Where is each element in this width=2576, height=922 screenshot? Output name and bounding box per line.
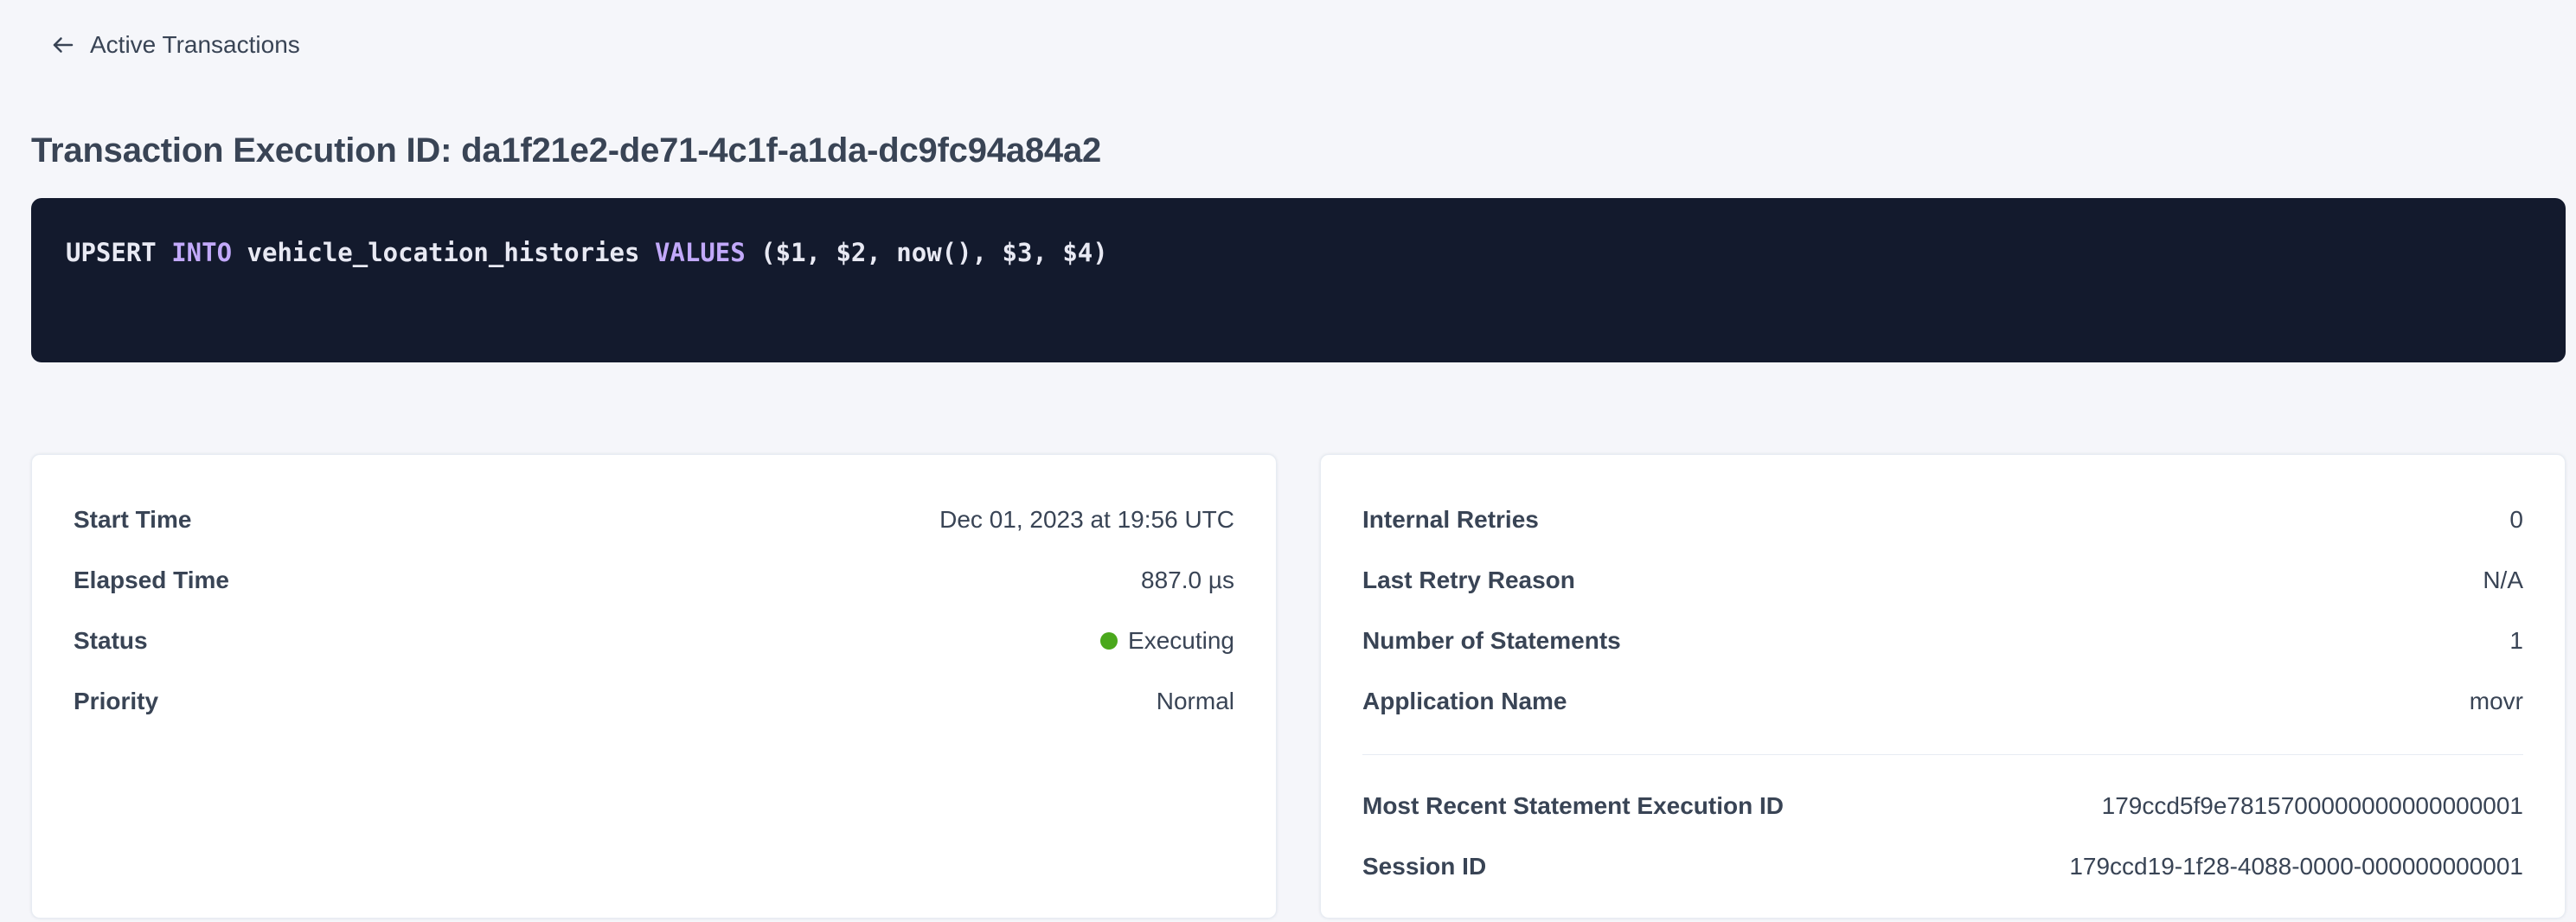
row-label: Status: [74, 626, 148, 654]
sql-token: ($1, $2, now(), $3, $4): [745, 237, 1108, 267]
row-value: 0: [2509, 505, 2523, 533]
row-label: Elapsed Time: [74, 566, 230, 593]
page-title: Transaction Execution ID: da1f21e2-de71-…: [31, 131, 1102, 170]
back-to-active-transactions-link[interactable]: Active Transactions: [50, 29, 300, 61]
statement-execution-id-link[interactable]: 179ccd5f9e7815700000000000000001: [2101, 791, 2523, 819]
summary-row-internal-retries: Internal Retries 0: [1362, 490, 2523, 550]
back-link-label: Active Transactions: [90, 31, 300, 58]
summary-row-priority: Priority Normal: [74, 671, 1234, 732]
summary-row-number-of-statements: Number of Statements 1: [1362, 611, 2523, 671]
row-value: N/A: [2483, 566, 2523, 593]
row-value: Executing: [1100, 626, 1234, 654]
summary-row-application-name: Application Name movr: [1362, 671, 2523, 732]
summary-row-elapsed-time: Elapsed Time 887.0 µs: [74, 550, 1234, 611]
sql-keyword: VALUES: [654, 237, 746, 267]
row-value: 887.0 µs: [1141, 566, 1234, 593]
row-label: Priority: [74, 687, 159, 714]
summary-cards-row: Start Time Dec 01, 2023 at 19:56 UTC Ela…: [31, 453, 2566, 919]
transaction-summary-card-right: Internal Retries 0 Last Retry Reason N/A…: [1320, 453, 2566, 919]
sql-keyword: INTO: [171, 237, 233, 267]
summary-row-last-retry-reason: Last Retry Reason N/A: [1362, 550, 2523, 611]
sql-statement-box: UPSERT INTO vehicle_location_histories V…: [31, 197, 2566, 362]
card-divider: [1362, 753, 2523, 755]
session-id-link[interactable]: 179ccd19-1f28-4088-0000-000000000001: [2069, 852, 2523, 880]
sql-statement-text: UPSERT INTO vehicle_location_histories V…: [66, 238, 1108, 267]
summary-row-start-time: Start Time Dec 01, 2023 at 19:56 UTC: [74, 490, 1234, 550]
row-value: Normal: [1156, 687, 1234, 714]
transaction-summary-card-left: Start Time Dec 01, 2023 at 19:56 UTC Ela…: [31, 453, 1277, 919]
row-value: 1: [2509, 626, 2523, 654]
summary-row-most-recent-statement-execution-id: Most Recent Statement Execution ID 179cc…: [1362, 776, 2523, 836]
row-label: Application Name: [1362, 687, 1567, 714]
arrow-left-icon: [50, 32, 76, 58]
summary-row-session-id: Session ID 179ccd19-1f28-4088-0000-00000…: [1362, 836, 2523, 897]
row-label: Internal Retries: [1362, 505, 1539, 533]
row-label: Number of Statements: [1362, 626, 1621, 654]
summary-row-status: Status Executing: [74, 611, 1234, 671]
sql-token: vehicle_location_histories: [232, 237, 655, 267]
row-label: Session ID: [1362, 852, 1487, 880]
status-text: Executing: [1128, 626, 1234, 654]
row-label: Most Recent Statement Execution ID: [1362, 791, 1784, 819]
row-label: Start Time: [74, 505, 192, 533]
sql-token: UPSERT: [66, 237, 172, 267]
row-value: movr: [2469, 687, 2523, 714]
row-label: Last Retry Reason: [1362, 566, 1575, 593]
row-value: Dec 01, 2023 at 19:56 UTC: [939, 505, 1234, 533]
status-dot-icon: [1100, 631, 1118, 650]
